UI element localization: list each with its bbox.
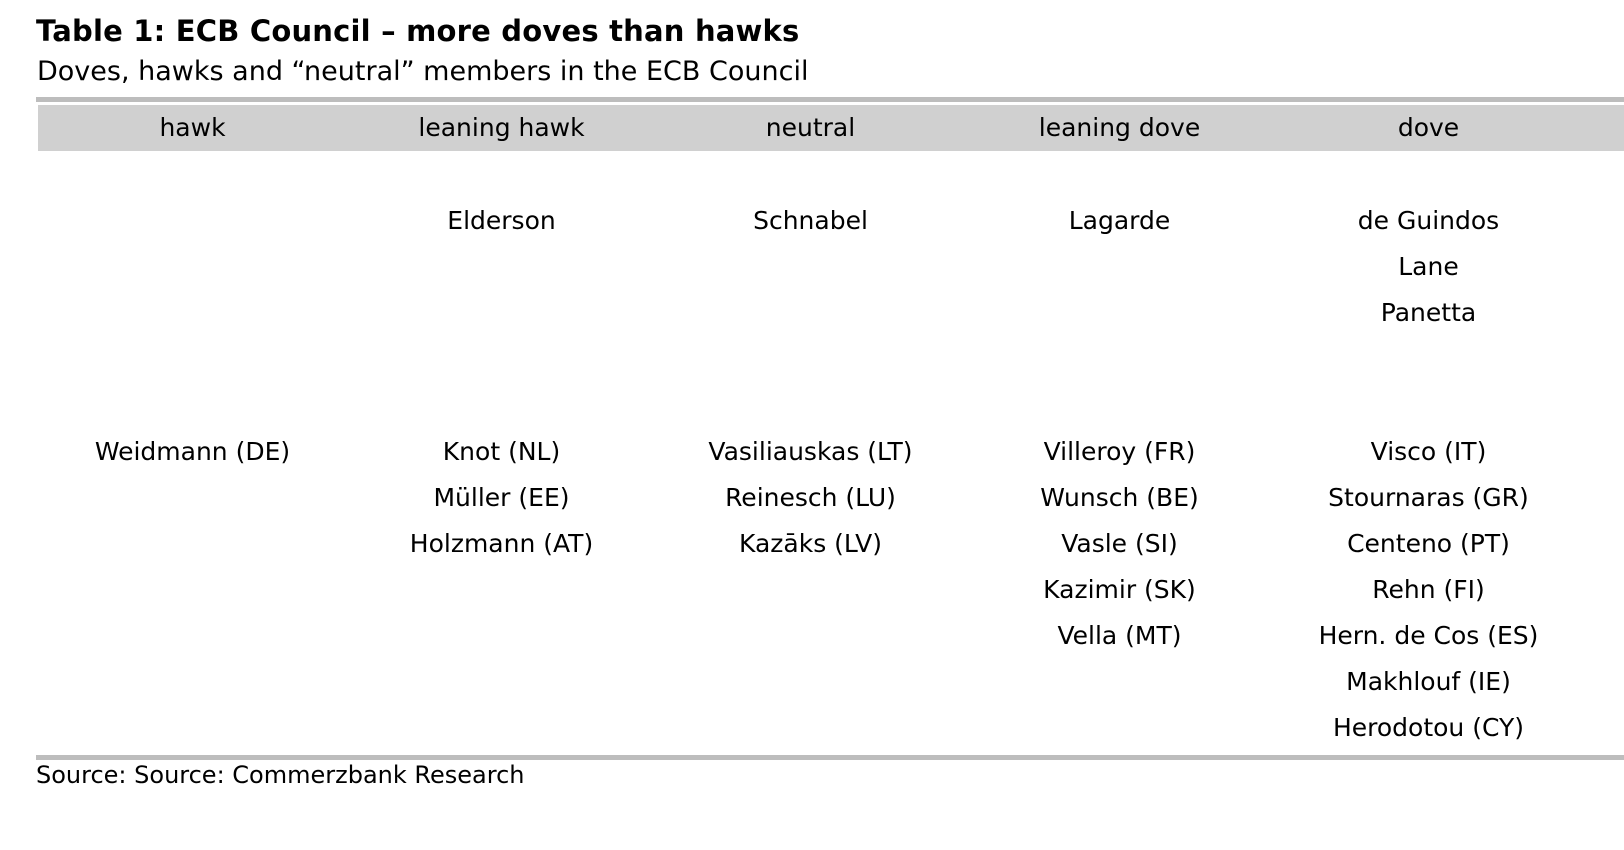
executive-board-dove: de Guindos Lane Panetta [1274, 198, 1583, 336]
member-name: Wunsch (BE) [1040, 483, 1199, 512]
executive-board-leaning-dove: Lagarde [965, 198, 1274, 244]
member-name: de Guindos [1357, 206, 1500, 235]
header-neutral: neutral [765, 113, 856, 142]
member-name: Centeno (PT) [1347, 529, 1510, 558]
member-name: Elderson [447, 206, 556, 235]
member-name: Vella (MT) [1057, 621, 1182, 650]
member-name: Reinesch (LU) [725, 483, 896, 512]
member-name: Makhlouf (IE) [1346, 667, 1511, 696]
member-name: Lane [1398, 252, 1459, 281]
header-band [38, 105, 1624, 151]
member-name: Panetta [1380, 298, 1477, 327]
top-rule [36, 97, 1624, 102]
ecb-council-table: hawk leaning hawk neutral leaning dove d… [36, 97, 1624, 762]
member-name: Rehn (FI) [1372, 575, 1485, 604]
member-name: Schnabel [753, 206, 868, 235]
header-leaning-hawk: leaning hawk [418, 113, 585, 142]
member-name: Hern. de Cos (ES) [1318, 621, 1539, 650]
table-title: Table 1: ECB Council – more doves than h… [36, 14, 800, 48]
member-name: Müller (EE) [433, 483, 570, 512]
member-name: Vasle (SI) [1061, 529, 1178, 558]
member-name: Vasiliauskas (LT) [708, 437, 913, 466]
member-name: Kazāks (LV) [739, 529, 882, 558]
header-hawk: hawk [159, 113, 226, 142]
header-dove: dove [1397, 113, 1460, 142]
member-name: Knot (NL) [442, 437, 561, 466]
bottom-rule [36, 755, 1624, 760]
table-subtitle: Doves, hawks and “neutral” members in th… [37, 56, 809, 87]
member-name: Stournaras (GR) [1328, 483, 1529, 512]
member-name: Weidmann (DE) [94, 437, 291, 466]
governors-leaning-hawk: Knot (NL) Müller (EE) Holzmann (AT) [347, 429, 656, 567]
governors-leaning-dove: Villeroy (FR) Wunsch (BE) Vasle (SI) Kaz… [965, 429, 1274, 659]
governors-hawk: Weidmann (DE) [38, 429, 347, 475]
member-name: Lagarde [1068, 206, 1171, 235]
header-leaning-dove: leaning dove [1038, 113, 1201, 142]
governors-neutral: Vasiliauskas (LT) Reinesch (LU) Kazāks (… [656, 429, 965, 567]
member-name: Visco (IT) [1370, 437, 1487, 466]
source-note: Source: Source: Commerzbank Research [36, 761, 525, 789]
member-name: Holzmann (AT) [409, 529, 594, 558]
governors-dove: Visco (IT) Stournaras (GR) Centeno (PT) … [1274, 429, 1583, 751]
member-name: Villeroy (FR) [1043, 437, 1196, 466]
executive-board-neutral: Schnabel [656, 198, 965, 244]
member-name: Herodotou (CY) [1332, 713, 1525, 742]
executive-board-leaning-hawk: Elderson [347, 198, 656, 244]
member-name: Kazimir (SK) [1043, 575, 1196, 604]
